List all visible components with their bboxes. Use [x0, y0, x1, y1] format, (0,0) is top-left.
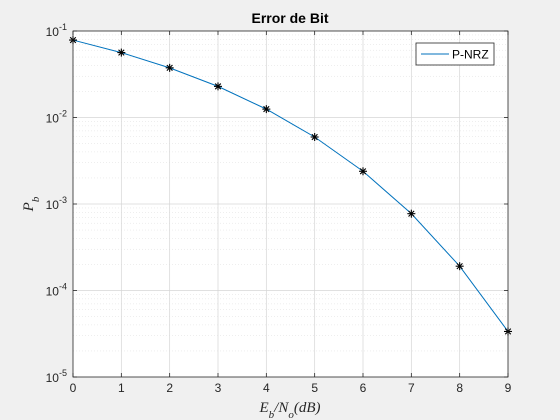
y-tick-label: 10-1	[46, 22, 67, 39]
x-tick-label: 7	[408, 381, 415, 395]
data-point-marker	[165, 63, 174, 72]
data-point-marker	[117, 48, 126, 57]
grid	[73, 31, 508, 377]
x-tick-label: 3	[215, 381, 222, 395]
x-tick-label: 9	[505, 381, 512, 395]
data-point-marker	[359, 167, 367, 176]
y-axis-label: Pb	[21, 196, 42, 212]
tick-labels: 0 1 2 3 4 5 6 7 8 9 10-5 10-4 10-3 10-2 10-1	[46, 22, 512, 395]
axes-box	[72, 30, 509, 378]
data-point-marker	[262, 105, 271, 114]
data-point-marker	[407, 209, 416, 218]
legend-label: P-NRZ	[452, 48, 489, 62]
data-point-marker	[214, 82, 222, 91]
x-axis-label: Eb/No(dB)	[258, 400, 320, 420]
legend-box	[415, 42, 495, 66]
y-tick-label: 10-3	[46, 195, 67, 212]
legend: P-NRZ	[415, 42, 495, 66]
data-point-marker	[455, 262, 464, 271]
x-tick-label: 1	[118, 381, 125, 395]
x-tick-label: 0	[70, 381, 77, 395]
series-line	[72, 39, 509, 332]
y-tick-label: 10-5	[46, 368, 67, 385]
y-tick-label: 10-4	[46, 282, 67, 299]
axes	[72, 30, 509, 378]
x-tick-label: 6	[360, 381, 367, 395]
chart-title: Error de Bit	[251, 10, 328, 26]
x-tick-label: 4	[263, 381, 270, 395]
x-tick-label: 8	[456, 381, 463, 395]
x-tick-label: 5	[311, 381, 318, 395]
data-point-marker	[310, 133, 319, 142]
series-layer	[69, 36, 512, 336]
y-tick-label: 10-2	[46, 109, 67, 126]
x-tick-label: 2	[166, 381, 173, 395]
